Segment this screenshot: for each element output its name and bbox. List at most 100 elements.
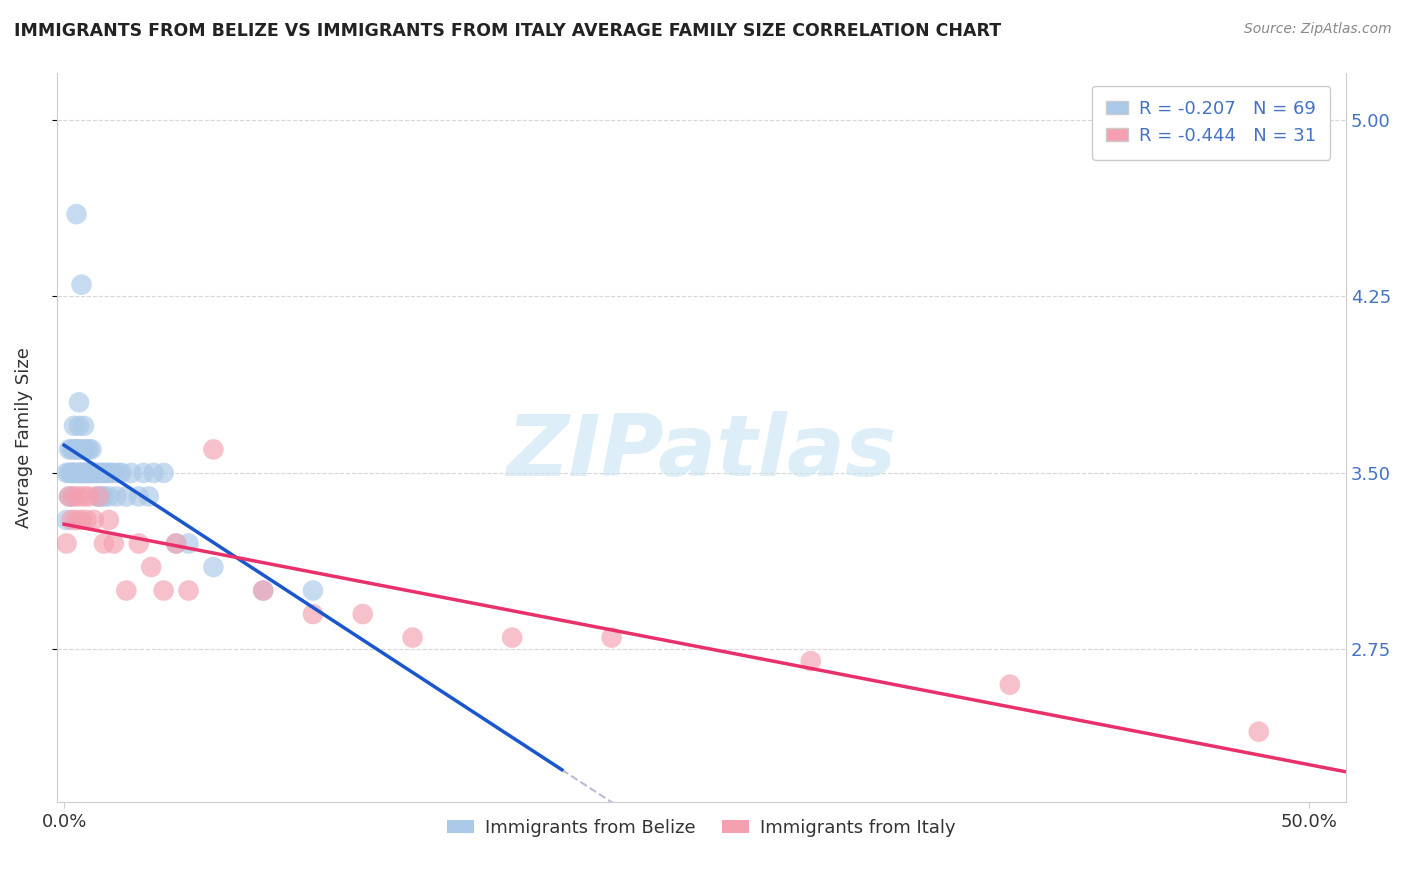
- Point: [73, 490, 96, 504]
- Point: [60, 490, 83, 504]
- Point: [63, 466, 86, 480]
- Point: [60, 442, 83, 457]
- Point: [600, 631, 623, 645]
- Point: [252, 583, 274, 598]
- Point: [67, 442, 90, 457]
- Point: [70, 442, 93, 457]
- Y-axis label: Average Family Size: Average Family Size: [15, 347, 32, 528]
- Point: [63, 418, 86, 433]
- Point: [142, 466, 165, 480]
- Point: [352, 607, 374, 621]
- Point: [97, 466, 120, 480]
- Point: [73, 418, 96, 433]
- Point: [105, 490, 128, 504]
- Point: [60, 466, 83, 480]
- Point: [97, 490, 120, 504]
- Point: [63, 490, 86, 504]
- Point: [70, 466, 93, 480]
- Point: [80, 466, 103, 480]
- Point: [108, 466, 131, 480]
- Point: [87, 490, 110, 504]
- Point: [202, 442, 225, 457]
- Point: [1247, 724, 1270, 739]
- Point: [93, 490, 115, 504]
- Point: [83, 466, 105, 480]
- Point: [80, 466, 103, 480]
- Point: [55, 513, 77, 527]
- Point: [501, 631, 523, 645]
- Point: [58, 466, 80, 480]
- Point: [252, 583, 274, 598]
- Point: [76, 513, 98, 527]
- Text: ZIPatlas: ZIPatlas: [506, 410, 897, 493]
- Point: [302, 583, 325, 598]
- Point: [100, 466, 122, 480]
- Point: [65, 207, 87, 221]
- Point: [141, 560, 163, 574]
- Point: [67, 418, 90, 433]
- Point: [55, 466, 77, 480]
- Point: [128, 536, 150, 550]
- Point: [55, 536, 77, 550]
- Point: [77, 466, 100, 480]
- Point: [65, 513, 87, 527]
- Point: [401, 631, 423, 645]
- Point: [77, 442, 100, 457]
- Text: Source: ZipAtlas.com: Source: ZipAtlas.com: [1244, 22, 1392, 37]
- Point: [65, 466, 87, 480]
- Point: [110, 466, 132, 480]
- Point: [800, 654, 823, 668]
- Point: [97, 513, 120, 527]
- Point: [177, 583, 200, 598]
- Point: [60, 466, 83, 480]
- Point: [128, 490, 150, 504]
- Point: [67, 395, 90, 409]
- Point: [138, 490, 160, 504]
- Point: [96, 466, 118, 480]
- Point: [93, 536, 115, 550]
- Point: [115, 583, 138, 598]
- Point: [86, 490, 108, 504]
- Point: [83, 466, 105, 480]
- Point: [63, 442, 86, 457]
- Point: [165, 536, 187, 550]
- Point: [77, 490, 100, 504]
- Point: [77, 466, 100, 480]
- Point: [73, 466, 96, 480]
- Point: [93, 466, 115, 480]
- Point: [58, 490, 80, 504]
- Point: [115, 490, 138, 504]
- Point: [120, 466, 142, 480]
- Point: [103, 536, 125, 550]
- Point: [152, 466, 174, 480]
- Point: [80, 442, 103, 457]
- Point: [998, 678, 1021, 692]
- Point: [67, 490, 90, 504]
- Point: [58, 442, 80, 457]
- Point: [87, 466, 110, 480]
- Point: [76, 442, 98, 457]
- Point: [87, 490, 110, 504]
- Point: [90, 490, 112, 504]
- Point: [83, 513, 105, 527]
- Point: [58, 490, 80, 504]
- Legend: Immigrants from Belize, Immigrants from Italy: Immigrants from Belize, Immigrants from …: [440, 812, 963, 845]
- Point: [90, 466, 112, 480]
- Point: [65, 442, 87, 457]
- Point: [177, 536, 200, 550]
- Point: [70, 466, 93, 480]
- Point: [76, 466, 98, 480]
- Point: [302, 607, 325, 621]
- Point: [67, 466, 90, 480]
- Point: [202, 560, 225, 574]
- Point: [60, 513, 83, 527]
- Text: IMMIGRANTS FROM BELIZE VS IMMIGRANTS FROM ITALY AVERAGE FAMILY SIZE CORRELATION : IMMIGRANTS FROM BELIZE VS IMMIGRANTS FRO…: [14, 22, 1001, 40]
- Point: [73, 466, 96, 480]
- Point: [65, 442, 87, 457]
- Point: [63, 466, 86, 480]
- Point: [70, 513, 93, 527]
- Point: [165, 536, 187, 550]
- Point: [152, 583, 174, 598]
- Point: [132, 466, 155, 480]
- Point: [67, 466, 90, 480]
